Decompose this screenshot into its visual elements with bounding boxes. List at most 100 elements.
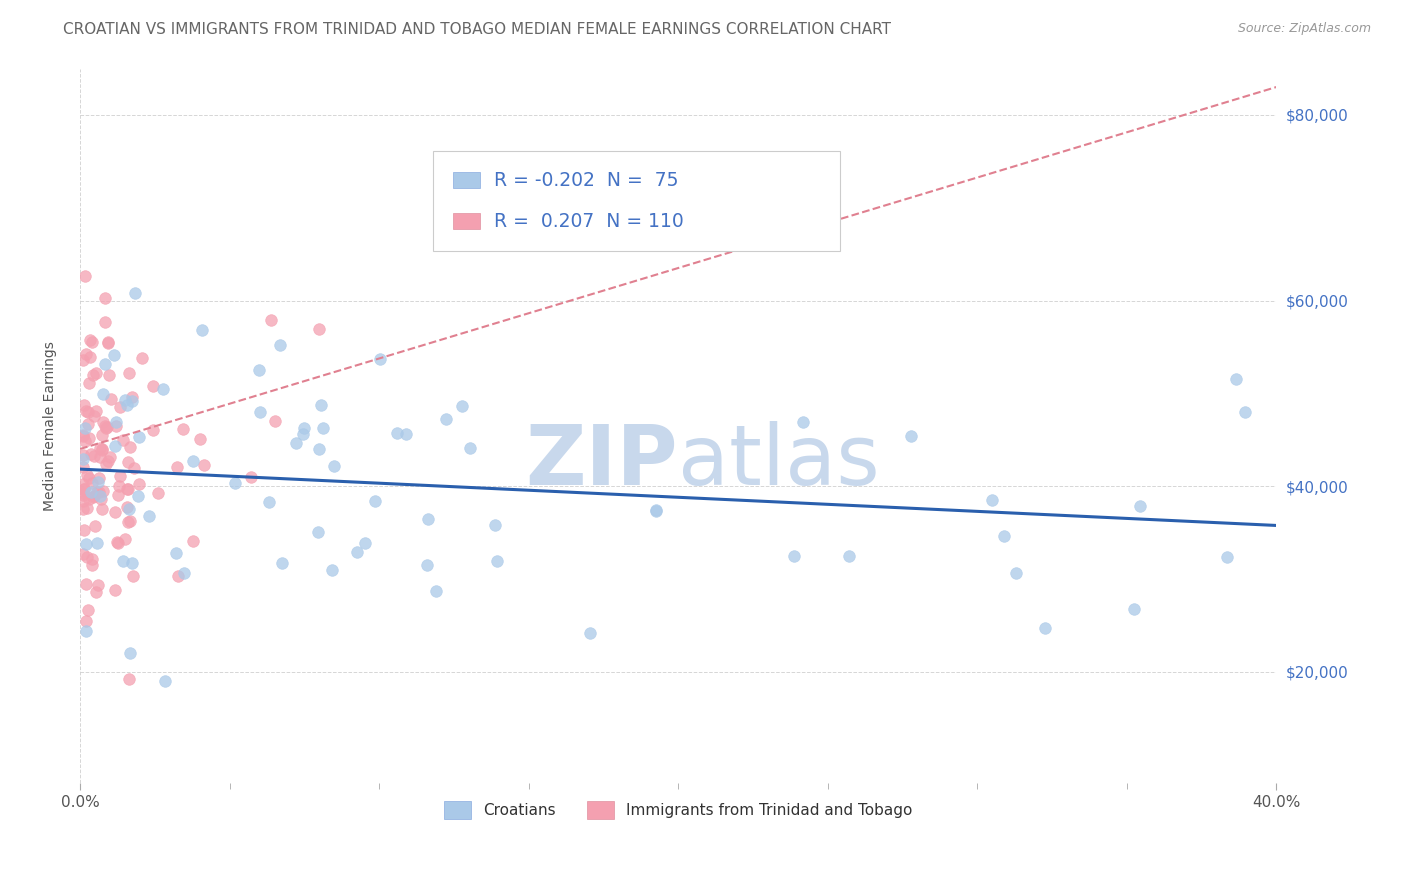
Point: [75, 268, 97, 283]
Point: [107, 488, 129, 502]
Point: [80, 447, 103, 461]
Point: [91, 442, 114, 457]
Point: [90, 502, 112, 516]
Point: [84, 404, 107, 418]
Point: [108, 479, 131, 493]
Point: [72, 352, 94, 367]
Point: [90, 492, 112, 507]
Point: [73, 483, 96, 497]
Point: [121, 393, 143, 408]
Point: [321, 563, 343, 577]
Point: [103, 348, 125, 362]
Point: [259, 312, 281, 326]
Point: [94, 291, 117, 305]
Point: [416, 558, 439, 572]
Point: [118, 366, 141, 380]
Point: [114, 533, 136, 547]
Point: [94, 316, 117, 330]
FancyBboxPatch shape: [453, 213, 479, 229]
Point: [450, 400, 472, 414]
Point: [76, 500, 98, 515]
Point: [94, 419, 117, 434]
Point: [82, 558, 104, 573]
Point: [80, 334, 103, 349]
Point: [579, 625, 602, 640]
Point: [1123, 602, 1146, 616]
Point: [993, 528, 1015, 542]
Point: [82, 475, 104, 490]
Text: Source: ZipAtlas.com: Source: ZipAtlas.com: [1237, 22, 1371, 36]
Point: [91, 484, 114, 499]
Point: [484, 518, 506, 533]
Point: [84, 584, 107, 599]
Point: [72, 428, 94, 442]
Point: [73, 524, 96, 538]
Point: [77, 471, 100, 485]
Point: [75, 404, 97, 418]
Point: [1129, 500, 1152, 514]
Point: [98, 450, 121, 465]
Point: [77, 431, 100, 445]
Point: [269, 337, 291, 351]
Point: [118, 672, 141, 686]
Point: [167, 568, 190, 582]
Point: [75, 346, 97, 360]
FancyBboxPatch shape: [433, 151, 839, 251]
Point: [72, 485, 94, 500]
Point: [104, 418, 127, 433]
Point: [104, 505, 127, 519]
Point: [291, 427, 314, 442]
Point: [264, 414, 287, 428]
Point: [77, 376, 100, 391]
Point: [112, 554, 135, 568]
Point: [72, 547, 94, 561]
Point: [434, 412, 457, 426]
Point: [72, 477, 94, 491]
Point: [900, 429, 922, 443]
Point: [100, 392, 122, 406]
Point: [122, 460, 145, 475]
Point: [89, 471, 111, 485]
Point: [285, 435, 308, 450]
Point: [346, 545, 368, 559]
Point: [75, 624, 97, 638]
Point: [1216, 550, 1239, 565]
Point: [96, 420, 118, 434]
Point: [112, 433, 135, 447]
Point: [183, 533, 205, 548]
Point: [82, 368, 104, 383]
Point: [364, 494, 387, 508]
Point: [114, 392, 136, 407]
Point: [80, 552, 103, 566]
Point: [311, 397, 333, 411]
Point: [148, 486, 170, 500]
Point: [645, 504, 668, 518]
Point: [980, 492, 1002, 507]
Point: [76, 468, 98, 483]
Point: [121, 557, 143, 571]
Point: [131, 351, 153, 365]
Point: [838, 549, 860, 563]
Point: [308, 442, 330, 457]
Point: [79, 350, 101, 364]
Point: [73, 434, 96, 448]
Point: [89, 450, 111, 464]
FancyBboxPatch shape: [453, 172, 479, 188]
Point: [792, 415, 814, 429]
Point: [166, 460, 188, 475]
Point: [783, 549, 806, 563]
Point: [138, 508, 160, 523]
Point: [97, 334, 120, 349]
Point: [91, 415, 114, 429]
Point: [120, 646, 142, 660]
Point: [142, 379, 165, 393]
Point: [72, 501, 94, 516]
Point: [117, 482, 139, 496]
Point: [79, 491, 101, 506]
Point: [94, 357, 117, 371]
Point: [173, 566, 195, 580]
Point: [193, 458, 215, 472]
Point: [416, 512, 439, 526]
Point: [104, 440, 127, 454]
Point: [128, 430, 150, 444]
